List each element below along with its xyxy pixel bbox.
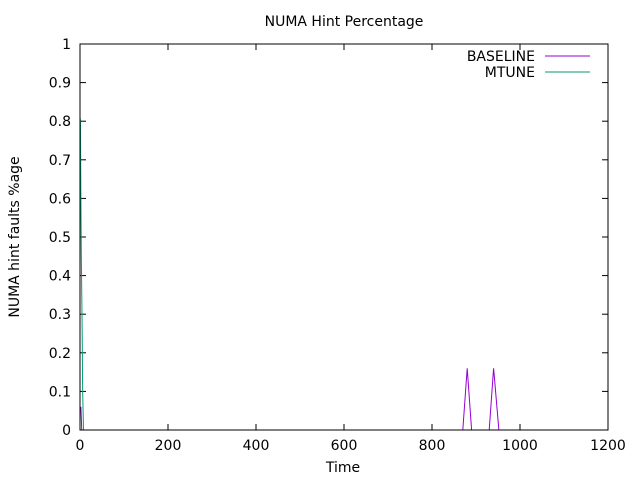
y-tick-label: 0.5 (49, 230, 71, 246)
y-tick-label: 0 (62, 423, 71, 439)
x-tick-label: 800 (419, 438, 446, 454)
x-tick-label: 200 (155, 438, 182, 454)
y-tick-label: 0.9 (49, 76, 71, 92)
y-axis-label: NUMA hint faults %age (7, 156, 23, 317)
series-line-baseline (79, 368, 608, 431)
x-tick-label: 1000 (502, 438, 538, 454)
y-tick-label: 0.2 (49, 346, 71, 362)
legend-label: MTUNE (485, 65, 535, 81)
y-tick-label: 0.4 (49, 269, 71, 285)
series-layer (79, 117, 608, 431)
chart-title: NUMA Hint Percentage (265, 14, 424, 30)
y-tick-label: 0.1 (49, 384, 71, 400)
x-tick-label: 600 (331, 438, 358, 454)
tick-layer: 0 200 400 600 800 1000 1200 0 0.1 0.2 0.3 0.4 0.5 0.6… (49, 37, 626, 454)
y-tick-label: 0.3 (49, 307, 71, 323)
y-tick-label: 1 (62, 37, 71, 53)
plot-frame (79, 43, 609, 431)
x-tick-label: 0 (76, 438, 85, 454)
x-tick-label: 1200 (590, 438, 626, 454)
x-axis-label: Time (325, 460, 360, 476)
x-tick-label: 400 (243, 438, 270, 454)
y-tick-label: 0.8 (49, 114, 71, 130)
legend-label: BASELINE (467, 49, 535, 65)
y-tick-label: 0.7 (49, 153, 71, 169)
y-tick-label: 0.6 (49, 191, 71, 207)
series-line-mtune (79, 117, 85, 431)
